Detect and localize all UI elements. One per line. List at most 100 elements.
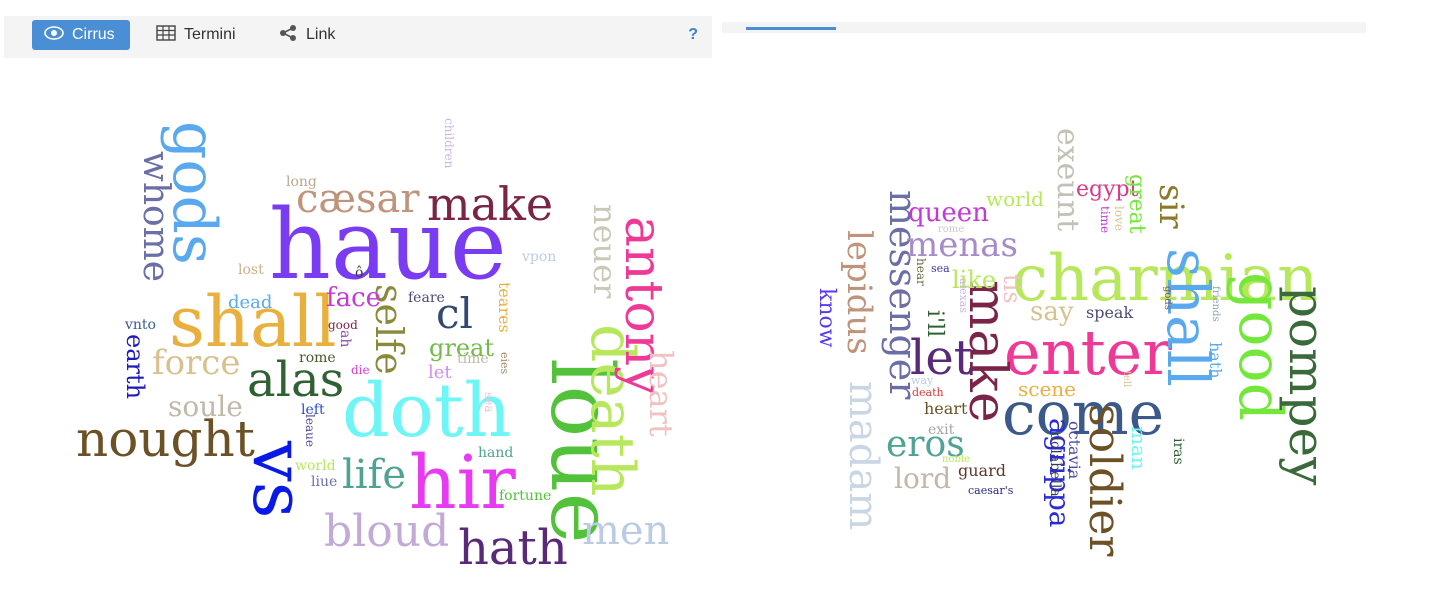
left-cloud-word-23[interactable]: soule (168, 390, 243, 423)
left-cloud-word-15[interactable]: whome (135, 151, 176, 282)
right-cloud-word-18[interactable]: lord (894, 462, 951, 495)
left-cloud-word-33[interactable]: lost (238, 262, 264, 278)
right-cloud-word-38[interactable]: time (1098, 206, 1112, 233)
left-cloud-word-14[interactable]: cæsar (296, 176, 420, 222)
right-cloud-word-4[interactable]: good (1225, 272, 1295, 421)
right-cloud-word-44[interactable]: friends (1210, 286, 1221, 322)
right-cloud-word-27[interactable]: tis (998, 274, 1026, 304)
right-cloud-word-29[interactable]: speak (1086, 303, 1133, 322)
right-cloud-word-34[interactable]: iras (1170, 438, 1186, 465)
left-cloud-word-5[interactable]: hir (409, 440, 516, 526)
right-cloud-word-13[interactable]: menas (906, 225, 1018, 265)
left-cloud-word-32[interactable]: vpon (521, 249, 556, 265)
help-button[interactable]: ? (688, 26, 698, 43)
right-cloud-word-0[interactable]: charmian (1012, 242, 1318, 316)
right-cloud-word-40[interactable]: hear (914, 258, 928, 286)
right-cloud-word-32[interactable]: guard (958, 461, 1006, 480)
left-cloud-word-45[interactable]: world (295, 458, 336, 474)
left-cloud-word-42[interactable]: vnto (124, 317, 156, 333)
right-cloud-word-20[interactable]: say (1030, 297, 1074, 327)
left-cloud-word-36[interactable]: good (328, 318, 358, 332)
right-cloud-word-8[interactable]: messenger (881, 190, 925, 400)
left-cloud-word-26[interactable]: great (429, 334, 494, 362)
right-cloud-word-3[interactable]: shall (1154, 248, 1222, 387)
left-cloud-word-29[interactable]: let (428, 362, 452, 383)
left-cloud-word-41[interactable]: eies (498, 352, 511, 375)
right-cloud-word-14[interactable]: eros (886, 424, 965, 465)
left-cloud-word-44[interactable]: leaue (303, 414, 317, 447)
right-cloud-word-30[interactable]: hath (1206, 342, 1225, 379)
right-cloud-word-41[interactable]: sea (931, 262, 950, 275)
left-cloud-word-40[interactable]: time (457, 351, 489, 367)
left-cloud-word-34[interactable]: ô (355, 265, 363, 281)
left-cloud-word-12[interactable]: bloud (324, 506, 449, 557)
left-cloud-word-37[interactable]: ah (337, 330, 353, 347)
right-cloud-word-7[interactable]: soldier (1079, 404, 1130, 557)
right-cloud-word-36[interactable]: exit (928, 422, 955, 438)
right-cloud-word-26[interactable]: man (1127, 426, 1151, 470)
left-cloud-word-3[interactable]: vs (237, 440, 321, 519)
right-cloud-word-47[interactable]: noble (942, 454, 970, 465)
left-cloud-word-24[interactable]: face (326, 283, 381, 313)
right-cloud-word-21[interactable]: know (814, 288, 839, 348)
left-cloud-word-38[interactable]: rome (299, 350, 336, 366)
left-cloud-word-13[interactable]: alas (247, 352, 344, 408)
left-cloud-word-8[interactable]: death (577, 324, 647, 496)
left-cloud-word-9[interactable]: antony (613, 216, 673, 396)
left-cloud-word-6[interactable]: gods (159, 121, 229, 265)
left-cloud-word-10[interactable]: make (427, 177, 553, 231)
left-cloud-word-16[interactable]: men (582, 508, 669, 554)
left-cloud-word-30[interactable]: long (286, 174, 317, 190)
right-cloud-word-6[interactable]: make (957, 280, 1017, 423)
right-cloud-word-16[interactable]: agrippa (1043, 418, 1076, 528)
left-cloud-word-31[interactable]: children (442, 118, 456, 169)
left-cloud-word-17[interactable]: selfe (367, 284, 411, 375)
left-cloud-word-47[interactable]: sea (482, 392, 496, 412)
active-tab-indicator[interactable] (746, 27, 836, 30)
right-cloud-word-12[interactable]: sir (1151, 184, 1191, 229)
left-cloud-word-2[interactable]: doth (342, 368, 511, 454)
cirrus-tab-button[interactable]: Cirrus (32, 20, 130, 50)
left-cloud-word-49[interactable]: fortune (499, 488, 551, 504)
left-cloud-word-27[interactable]: dead (228, 292, 272, 313)
right-cloud-word-19[interactable]: like (952, 266, 996, 294)
right-cloud-word-11[interactable]: lepidus (839, 230, 879, 355)
right-cloud-word-28[interactable]: i'll (922, 310, 947, 337)
left-cloud-word-7[interactable]: nought (76, 410, 255, 468)
right-cloud-word-42[interactable]: alexas (957, 278, 970, 313)
left-cloud-word-4[interactable]: shall (169, 281, 337, 363)
right-cloud-word-5[interactable]: pompey (1278, 286, 1336, 486)
right-cloud-word-17[interactable]: queen (908, 198, 989, 228)
left-cloud-word-19[interactable]: force (152, 343, 240, 383)
right-cloud-word-35[interactable]: dolabella (1047, 432, 1063, 497)
left-cloud-word-28[interactable]: teares (495, 282, 514, 333)
left-cloud-word-21[interactable]: heart (642, 350, 680, 437)
left-cloud-word-25[interactable]: earth (121, 334, 149, 399)
link-tab-button[interactable]: Link (266, 20, 347, 50)
right-cloud-word-2[interactable]: come (1002, 379, 1164, 449)
right-cloud-word-48[interactable]: tell (1121, 371, 1132, 387)
left-cloud-word-43[interactable]: left (301, 402, 325, 418)
right-cloud-word-46[interactable]: death (912, 386, 944, 399)
left-cloud-word-11[interactable]: hath (458, 520, 568, 576)
right-cloud-word-1[interactable]: enter (1004, 316, 1172, 389)
left-cloud-word-35[interactable]: feare (408, 290, 445, 306)
right-cloud-word-9[interactable]: let (910, 330, 973, 386)
right-cloud-word-39[interactable]: rome (938, 224, 964, 235)
termini-tab-button[interactable]: Termini (144, 20, 248, 50)
left-cloud-word-1[interactable]: loue (531, 358, 631, 544)
left-cloud-word-46[interactable]: liue (311, 474, 337, 490)
left-cloud-word-20[interactable]: life (342, 452, 406, 498)
right-cloud-word-10[interactable]: madam (840, 381, 886, 530)
right-cloud-word-24[interactable]: great (1124, 174, 1149, 234)
right-cloud-word-22[interactable]: egypt (1076, 177, 1139, 202)
left-cloud-word-39[interactable]: die (351, 363, 370, 377)
right-cloud-word-33[interactable]: heart (924, 399, 968, 418)
left-cloud-word-48[interactable]: hand (478, 445, 513, 461)
right-cloud-word-31[interactable]: octavia (1065, 421, 1084, 480)
right-cloud-word-43[interactable]: gods (1162, 286, 1173, 310)
right-cloud-word-49[interactable]: caesar's (968, 484, 1014, 497)
left-cloud-word-0[interactable]: haue (269, 189, 507, 301)
right-cloud-word-15[interactable]: exeunt (1050, 128, 1085, 231)
left-cloud-word-22[interactable]: cl (436, 289, 473, 338)
